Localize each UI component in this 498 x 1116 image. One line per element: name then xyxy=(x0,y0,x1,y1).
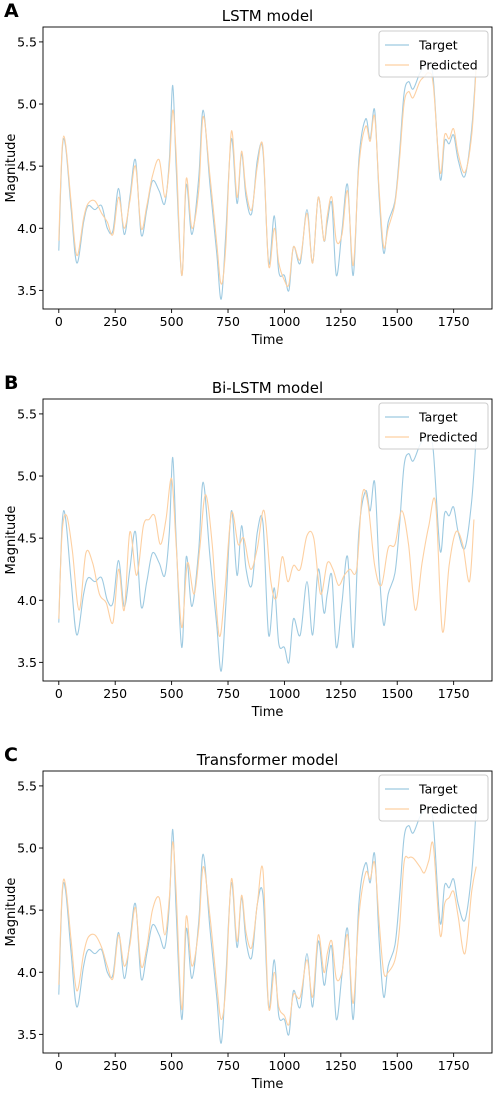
plot-lines xyxy=(58,435,477,672)
chart-title: Bi-LSTM model xyxy=(212,379,323,397)
x-tick-label: 1000 xyxy=(269,686,301,701)
y-tick-label: 4.5 xyxy=(17,531,37,546)
x-tick-label: 1250 xyxy=(325,1058,357,1073)
x-tick-label: 250 xyxy=(103,314,127,329)
panel-letter: A xyxy=(4,0,19,22)
chart-lstm: LSTM model 0 250 500 750 1000 1250 1500 1750 3.5 4… xyxy=(4,7,493,348)
y-tick-label: 5.5 xyxy=(17,778,37,793)
panel-c: C Transformer model 0 250 500 750 1000 1250 150… xyxy=(0,744,498,1116)
plot-lines xyxy=(58,807,477,1044)
x-tick-label: 0 xyxy=(55,1058,63,1073)
chart-title: Transformer model xyxy=(196,751,338,769)
series-line-target xyxy=(58,63,477,300)
y-axis-label: Magnitude xyxy=(4,506,19,575)
x-tick-label: 1000 xyxy=(269,314,301,329)
x-axis-label: Time xyxy=(251,705,284,720)
x-tick-label: 250 xyxy=(103,1058,127,1073)
x-tick-label: 0 xyxy=(55,686,63,701)
panel-letter: C xyxy=(4,744,18,766)
x-tick-label: 250 xyxy=(103,686,127,701)
legend-label-predicted: Predicted xyxy=(419,58,478,73)
y-tick-label: 4.5 xyxy=(17,903,37,918)
y-tick-label: 4.0 xyxy=(17,965,37,980)
legend-label-target: Target xyxy=(418,38,458,53)
legend: Target Predicted xyxy=(378,30,489,78)
y-tick-label: 3.5 xyxy=(17,655,37,670)
plot-lines xyxy=(58,63,477,300)
x-tick-label: 1500 xyxy=(381,686,413,701)
x-tick-label: 500 xyxy=(160,1058,184,1073)
chart-transformer: Transformer model 0 250 500 750 1000 1250 1500 1… xyxy=(4,751,493,1092)
y-axis-label: Magnitude xyxy=(4,878,19,947)
x-axis-label: Time xyxy=(251,1077,284,1092)
x-tick-label: 1750 xyxy=(438,1058,470,1073)
plot-frame xyxy=(42,398,493,682)
x-tick-label: 1000 xyxy=(269,1058,301,1073)
legend-label-target: Target xyxy=(418,782,458,797)
legend-label-predicted: Predicted xyxy=(419,430,478,445)
chart-title: LSTM model xyxy=(222,7,313,25)
y-tick-label: 5.0 xyxy=(17,841,37,856)
y-tick-label: 3.5 xyxy=(17,283,37,298)
panel-a: A LSTM model 0 250 500 750 1000 1250 1500 1750 3.… xyxy=(0,0,498,372)
series-line-target xyxy=(58,435,477,672)
x-tick-label: 1750 xyxy=(438,314,470,329)
x-tick-label: 1750 xyxy=(438,686,470,701)
legend-label-predicted: Predicted xyxy=(419,802,478,817)
y-axis-label: Magnitude xyxy=(4,134,19,203)
y-tick-label: 5.5 xyxy=(17,34,37,49)
x-tick-label: 1500 xyxy=(381,314,413,329)
x-axis-label: Time xyxy=(251,333,284,348)
plot-frame xyxy=(42,770,493,1054)
panel-b: B Bi-LSTM model 0 250 500 750 1000 1250 1500 175… xyxy=(0,372,498,744)
x-tick-label: 1250 xyxy=(325,686,357,701)
plot-frame xyxy=(42,26,493,310)
y-tick-label: 4.0 xyxy=(17,593,37,608)
y-tick-label: 5.5 xyxy=(17,406,37,421)
series-line-predicted xyxy=(58,477,475,638)
chart-bi-lstm: Bi-LSTM model 0 250 500 750 1000 1250 1500 1750 3… xyxy=(4,379,493,720)
y-tick-label: 5.0 xyxy=(17,97,37,112)
y-tick-label: 3.5 xyxy=(17,1027,37,1042)
series-line-target xyxy=(58,807,477,1044)
x-tick-label: 750 xyxy=(216,686,240,701)
x-tick-label: 0 xyxy=(55,314,63,329)
x-tick-label: 750 xyxy=(216,314,240,329)
legend: Target Predicted xyxy=(378,402,489,450)
y-tick-label: 5.0 xyxy=(17,469,37,484)
series-line-predicted xyxy=(58,66,477,287)
y-tick-label: 4.5 xyxy=(17,159,37,174)
x-tick-label: 750 xyxy=(216,1058,240,1073)
y-tick-label: 4.0 xyxy=(17,221,37,236)
panel-letter: B xyxy=(4,372,19,394)
legend: Target Predicted xyxy=(378,774,489,822)
legend-label-target: Target xyxy=(418,410,458,425)
x-tick-label: 1500 xyxy=(381,1058,413,1073)
series-line-predicted xyxy=(58,841,477,1026)
x-tick-label: 1250 xyxy=(325,314,357,329)
x-tick-label: 500 xyxy=(160,314,184,329)
x-tick-label: 500 xyxy=(160,686,184,701)
